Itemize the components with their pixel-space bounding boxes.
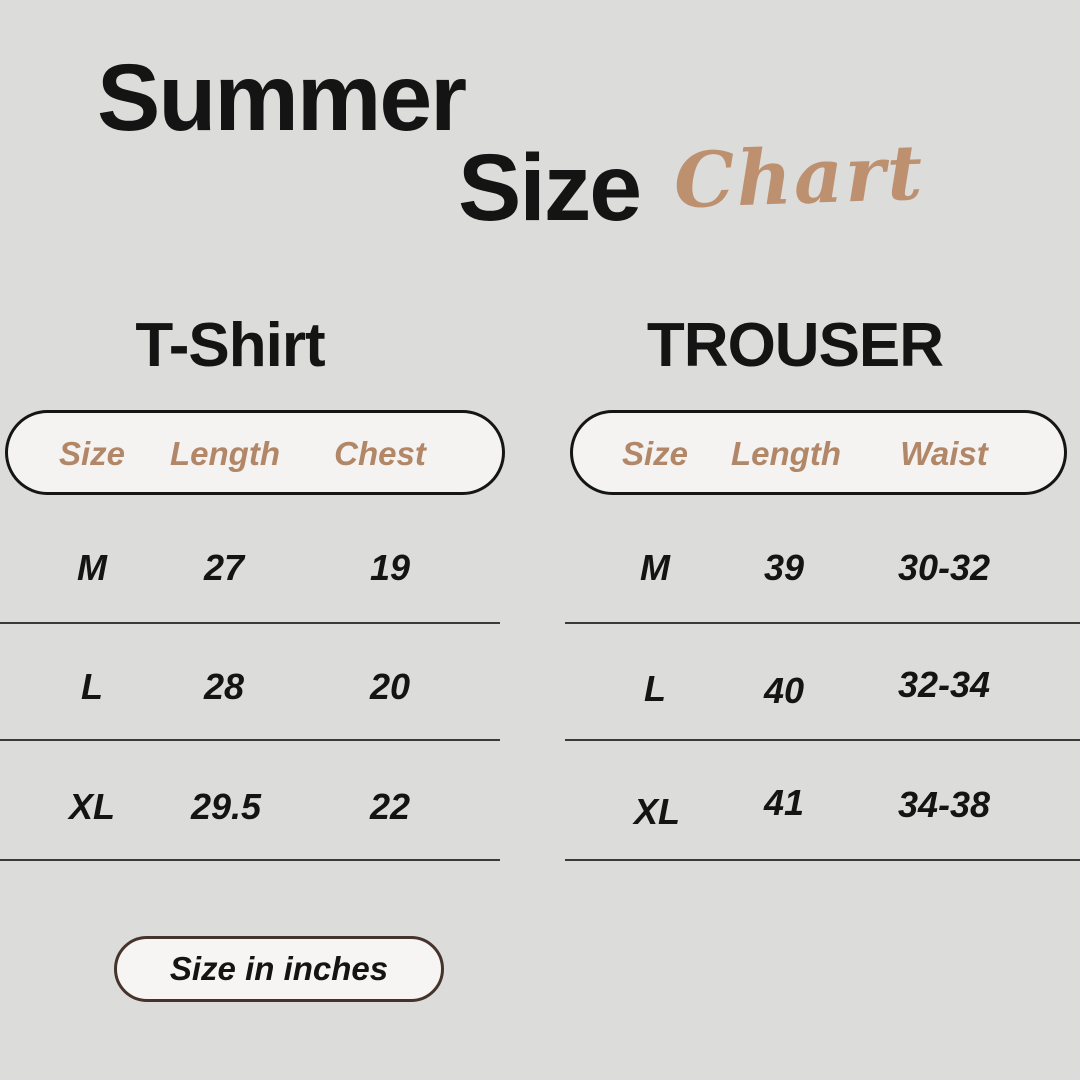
tshirt-row2-length: 28 [203,666,245,707]
trouser-header-pill [570,410,1067,495]
tshirt-divider-1 [0,622,500,624]
tshirt-row3-chest: 22 [369,786,411,827]
trouser-table-title: TROUSER [646,311,944,380]
size-unit-pill: Size in inches [114,936,444,1002]
trouser-col-length: Length [731,435,841,472]
trouser-row1-size: M [640,547,670,588]
trouser-row3-length: 41 [763,782,805,823]
tshirt-col-chest: Chest [334,435,426,472]
trouser-col-size: Size [621,435,689,472]
tshirt-row1-length: 27 [203,547,245,588]
tshirt-row1-size: M [77,547,107,588]
trouser-col-waist: Waist [900,435,988,472]
tshirt-divider-2 [0,739,500,741]
tshirt-table-title: T-Shirt [135,311,325,380]
tshirt-row3-size: XL [68,786,116,827]
tshirt-row2-chest: 20 [369,666,411,707]
trouser-divider-3 [565,859,1080,861]
trouser-row3-waist: 34-38 [897,784,991,825]
trouser-row3-size: XL [633,791,681,832]
size-unit-label: Size in inches [169,950,389,987]
tshirt-row2-size: L [81,666,103,707]
tshirt-row1-chest: 19 [369,547,411,588]
trouser-row2-size: L [644,668,666,709]
title-word-chart-script: Chart [672,127,926,226]
trouser-row2-length: 40 [763,670,805,711]
tshirt-col-length: Length [170,435,280,472]
tshirt-col-size: Size [58,435,126,472]
tshirt-divider-3 [0,859,500,861]
tshirt-header-pill [5,410,505,495]
trouser-divider-1 [565,622,1080,624]
trouser-row1-waist: 30-32 [897,547,991,588]
title-word-size: Size [458,135,642,241]
tshirt-row3-length: 29.5 [190,786,262,827]
trouser-row1-length: 39 [763,547,805,588]
trouser-row2-waist: 32-34 [897,664,991,705]
trouser-divider-2 [565,739,1080,741]
title-word-summer: Summer [97,45,467,151]
